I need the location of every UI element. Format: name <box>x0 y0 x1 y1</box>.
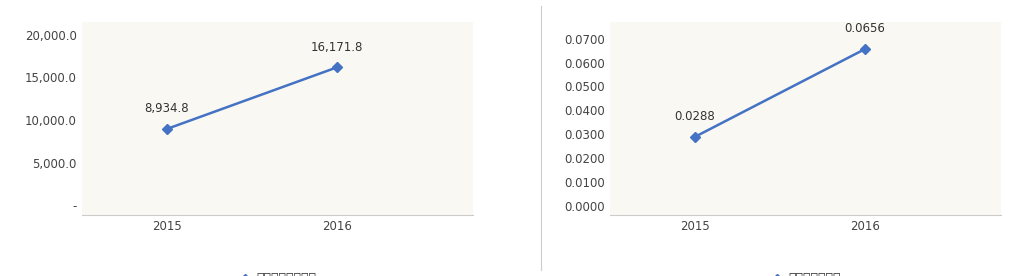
Text: 0.0656: 0.0656 <box>844 22 885 35</box>
Legend: 지식생산성지수: 지식생산성지수 <box>765 267 845 276</box>
Text: 8,934.8: 8,934.8 <box>144 102 189 115</box>
Text: 0.0288: 0.0288 <box>674 110 715 123</box>
Text: 16,171.8: 16,171.8 <box>310 41 362 54</box>
Legend: 지식재산가치지수: 지식재산가치지수 <box>233 267 322 276</box>
